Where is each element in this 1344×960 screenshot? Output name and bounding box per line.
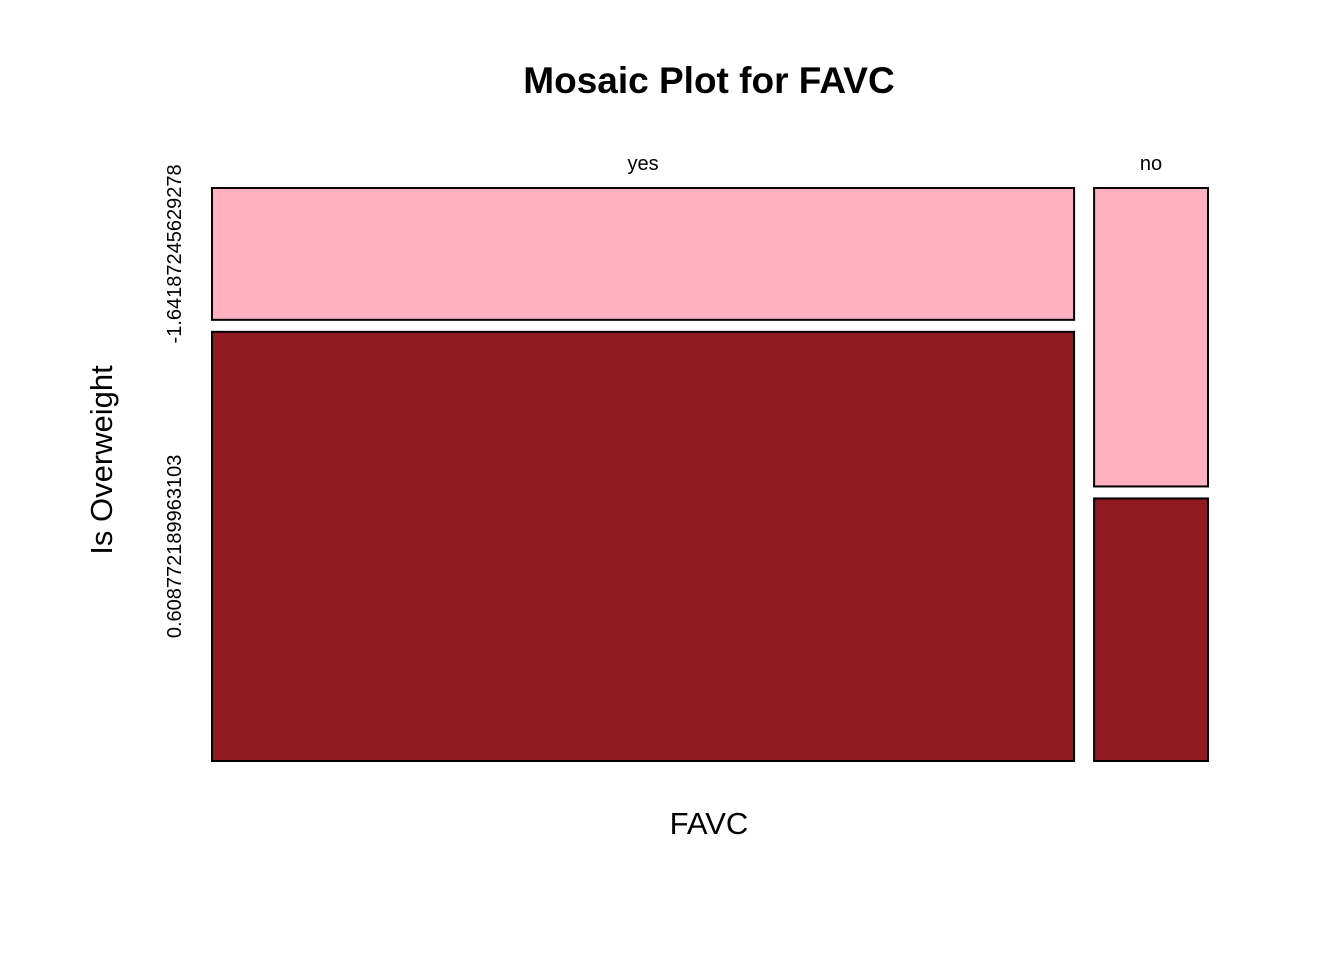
x-axis-label: FAVC [670, 806, 749, 841]
chart-title: Mosaic Plot for FAVC [523, 60, 894, 101]
mosaic-tiles [211, 187, 1210, 762]
mosaic-tile-yes-1 [211, 187, 1076, 321]
mosaic-tile-no-1 [1093, 187, 1210, 488]
column-label-no: no [1140, 153, 1162, 175]
row-label-1: -1.64187245629278 [164, 164, 186, 343]
column-label-yes: yes [627, 153, 658, 175]
y-axis-label: Is Overweight [84, 365, 119, 555]
mosaic-tile-no-2 [1093, 497, 1210, 762]
column-labels: yes no [627, 153, 1162, 175]
row-labels: -1.64187245629278 0.608772189963103 [164, 164, 186, 638]
mosaic-tile-yes-2 [211, 330, 1076, 762]
row-label-2: 0.608772189963103 [164, 455, 186, 639]
